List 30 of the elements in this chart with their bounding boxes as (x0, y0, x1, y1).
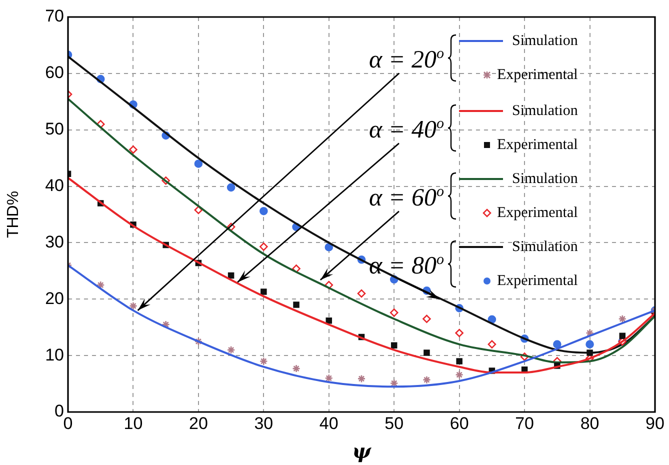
legend-label: Simulation (512, 103, 578, 119)
y-tick-label: 20 (45, 288, 64, 308)
legend-label: Experimental (497, 205, 578, 221)
y-tick-label: 30 (45, 232, 64, 252)
y-tick-label: 70 (45, 6, 64, 26)
x-tick-label: 20 (188, 414, 208, 433)
x-axis-title: ψ (352, 439, 372, 464)
annotation: α = 40$^{o}$ (369, 116, 444, 144)
legend-label: Experimental (497, 273, 578, 289)
x-tick-label: 70 (515, 414, 534, 433)
x-tick-label: 60 (450, 414, 469, 433)
legend-label: Simulation (512, 171, 578, 187)
annotation: α = 20$^{o}$ (369, 46, 444, 74)
legend-label: Experimental (497, 67, 578, 83)
legend-label: Simulation (512, 33, 578, 49)
x-tick-label: 10 (124, 414, 143, 433)
legend-label: Experimental (497, 137, 578, 153)
x-tick-label: 90 (646, 414, 664, 433)
x-tick-label: 30 (254, 414, 274, 433)
y-tick-label: 50 (45, 120, 64, 139)
x-tick-label: 80 (580, 414, 600, 433)
x-tick-label: 50 (384, 414, 404, 433)
x-tick-label: 40 (319, 414, 338, 433)
annotation: α = 60$^{o}$ (369, 184, 444, 212)
y-tick-label: 40 (45, 176, 64, 195)
y-tick-label: 0 (54, 402, 64, 421)
y-axis-title: THD% (5, 190, 22, 238)
y-tick-label: 60 (45, 63, 64, 82)
legend-label: Simulation (512, 239, 578, 255)
y-tick-label: 10 (45, 345, 64, 364)
